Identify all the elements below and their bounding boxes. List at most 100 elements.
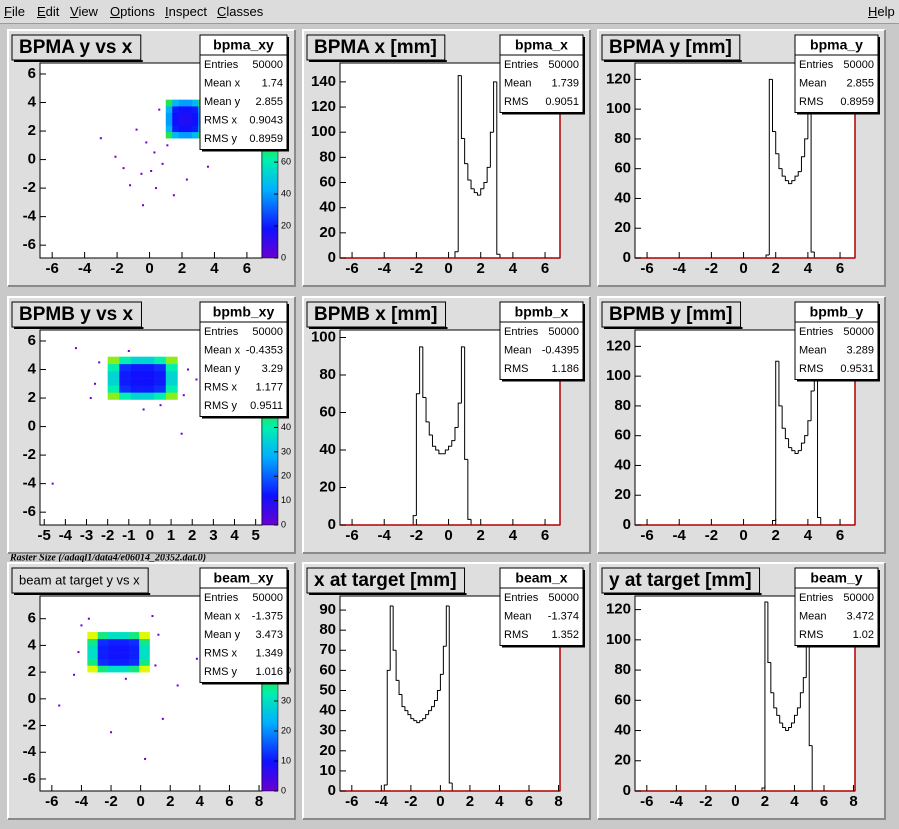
cell <box>142 385 155 393</box>
hist-bin <box>817 346 821 519</box>
hist-bin <box>383 784 388 791</box>
hist-bin <box>784 176 789 182</box>
menu-item[interactable]: Inspect <box>165 4 207 19</box>
y-tick-label: 40 <box>319 199 336 216</box>
hist-bin <box>433 700 438 707</box>
pad-bevel-light <box>597 296 885 553</box>
stats-value: 50000 <box>252 59 283 71</box>
cell <box>165 378 178 386</box>
point <box>51 482 54 485</box>
hist-bin <box>782 722 786 729</box>
cell <box>130 370 143 379</box>
menu-item[interactable]: Options <box>110 4 155 19</box>
chart-title: BPMA y [mm] <box>609 37 732 58</box>
cell <box>172 106 180 113</box>
stats-label: Entries <box>799 326 834 338</box>
cell <box>165 112 173 120</box>
hist-bin <box>802 677 807 693</box>
x-tick-label: 2 <box>772 527 780 544</box>
stats-box <box>199 567 288 683</box>
stats-value: 3.472 <box>846 611 874 623</box>
point <box>195 657 198 660</box>
stats-name: bpmb_x <box>515 304 569 320</box>
cell <box>107 363 120 372</box>
cell <box>119 392 132 400</box>
cell <box>191 112 199 120</box>
menu-item[interactable]: Edit <box>37 4 60 19</box>
y-tick-label: 20 <box>614 752 631 769</box>
stats-value: 1.177 <box>255 382 283 394</box>
y-tick-label: -6 <box>23 770 36 787</box>
cell <box>130 363 143 372</box>
chart-title: BPMA x [mm] <box>314 37 437 58</box>
menu-bar: File Edit View Options Inspect Classes H… <box>0 0 899 24</box>
cell <box>154 385 167 393</box>
x-tick-label: 2 <box>166 793 174 810</box>
hist-bin <box>788 438 792 449</box>
y-tick-label: -2 <box>23 717 36 734</box>
x-tick-label: -4 <box>673 260 687 277</box>
point <box>135 128 138 131</box>
x-tick-label: -6 <box>640 527 653 544</box>
pad-bevel-light <box>7 562 295 819</box>
hist-bin <box>804 138 808 157</box>
point <box>172 194 175 197</box>
y-tick-label: 6 <box>28 610 36 627</box>
cell <box>178 131 186 139</box>
chart-title: BPMB x [mm] <box>314 304 438 325</box>
hist-bin <box>810 86 815 253</box>
hist-bin <box>776 707 780 716</box>
y-tick-label: 100 <box>606 367 631 384</box>
y-tick-label: 0 <box>328 782 336 799</box>
y-tick-label: 10 <box>319 762 336 779</box>
x-tick-label: -4 <box>375 793 389 810</box>
x-tick-label: 3 <box>209 527 217 544</box>
cell <box>142 356 155 365</box>
x-tick-label: 2 <box>477 527 485 544</box>
stats-label: RMS x <box>204 382 238 394</box>
point <box>58 704 61 707</box>
hist-bin <box>467 163 472 181</box>
stats-value: 1.74 <box>262 78 283 90</box>
cell <box>178 125 186 133</box>
x-tick-label: -2 <box>705 260 718 277</box>
x-tick-label: 6 <box>820 793 828 810</box>
menu-item[interactable]: Classes <box>217 4 264 19</box>
chart-title: beam at target y vs x <box>19 572 140 587</box>
cell <box>165 385 178 393</box>
y-tick-label: 4 <box>28 360 37 377</box>
cell <box>130 356 143 365</box>
pad-bevel-light <box>597 562 885 819</box>
menu-item[interactable]: View <box>70 4 98 19</box>
cell <box>87 632 99 640</box>
cell <box>165 363 178 372</box>
point <box>99 137 102 140</box>
stats-label: Mean <box>504 78 532 90</box>
x-tick-label: -2 <box>705 527 718 544</box>
stats-box <box>499 567 584 646</box>
x-tick-label: 2 <box>772 260 780 277</box>
stats-value: 3.29 <box>262 363 283 375</box>
x-tick-label: -2 <box>410 260 423 277</box>
x-tick-label: -4 <box>670 793 684 810</box>
x-tick-label: 4 <box>509 527 518 544</box>
pad: 0 20 40 60 80 100 -6 -4 -2 0 2 4 6 BPMB x [mm] bpmb_x E… <box>302 296 591 554</box>
point <box>98 361 101 364</box>
point <box>153 151 156 154</box>
pad-bevel-dark <box>8 30 296 287</box>
x-tick-label: 6 <box>225 793 233 810</box>
stats-value: 3.289 <box>846 345 874 357</box>
y-tick-label: 6 <box>28 65 36 82</box>
stats-box <box>199 301 288 417</box>
stats-label: Entries <box>504 326 539 338</box>
hist-bin <box>764 601 768 788</box>
cell <box>108 658 119 666</box>
point <box>87 617 90 620</box>
hist-bin <box>457 402 462 428</box>
point <box>157 633 160 636</box>
y-tick-label: -4 <box>23 208 37 225</box>
z-tick-label: 30 <box>281 446 291 456</box>
menu-item[interactable]: Help <box>868 4 895 19</box>
menu-item[interactable]: File <box>4 4 25 19</box>
